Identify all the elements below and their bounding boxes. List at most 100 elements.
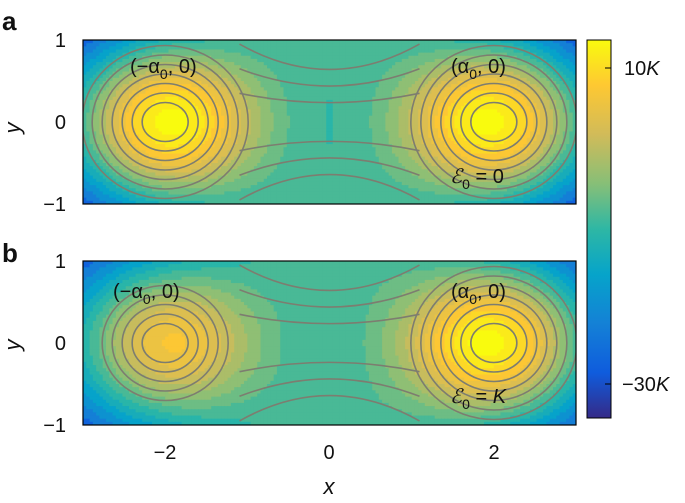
contour-cell bbox=[263, 46, 268, 51]
contour-cell bbox=[447, 62, 452, 66]
contour-cell bbox=[493, 122, 498, 126]
contour-cell bbox=[434, 74, 439, 79]
contour-cell bbox=[178, 125, 183, 129]
contour-cell bbox=[224, 87, 229, 92]
contour-cell bbox=[490, 118, 495, 123]
contour-cell bbox=[112, 62, 117, 66]
contour-cell bbox=[549, 131, 554, 136]
contour-cell bbox=[355, 96, 360, 101]
contour-cell bbox=[424, 68, 429, 73]
contour-cell bbox=[326, 125, 331, 129]
contour-cell bbox=[477, 77, 482, 82]
contour-cell bbox=[99, 140, 104, 145]
contour-cell bbox=[566, 109, 571, 114]
contour-cell bbox=[349, 118, 354, 123]
contour-cell bbox=[165, 134, 170, 139]
contour-cell bbox=[382, 128, 386, 133]
contour-cell bbox=[115, 55, 120, 60]
contour-cell bbox=[520, 122, 525, 126]
contour-cell bbox=[562, 96, 567, 101]
contour-cell bbox=[145, 125, 150, 129]
contour-cell bbox=[388, 109, 393, 114]
contour-cell bbox=[477, 118, 482, 123]
contour-cell bbox=[194, 71, 199, 76]
contour-cell bbox=[391, 103, 396, 107]
contour-cell bbox=[273, 43, 278, 47]
contour-cell bbox=[322, 93, 327, 98]
contour-cell bbox=[434, 49, 439, 54]
contour-cell bbox=[253, 58, 258, 63]
contour-cell bbox=[480, 77, 485, 82]
contour-cell bbox=[168, 49, 173, 54]
contour-cell bbox=[129, 93, 133, 98]
contour-cell bbox=[503, 46, 508, 51]
contour-cell bbox=[562, 74, 567, 79]
contour-cell bbox=[224, 43, 229, 47]
contour-cell bbox=[181, 58, 186, 63]
contour-cell bbox=[237, 43, 242, 47]
contour-cell bbox=[276, 106, 281, 110]
contour-cell bbox=[516, 65, 521, 69]
contour-cell bbox=[424, 106, 429, 110]
contour-cell bbox=[102, 81, 107, 85]
contour-cell bbox=[477, 40, 482, 44]
contour-cell bbox=[319, 96, 324, 101]
contour-cell bbox=[168, 122, 173, 126]
contour-cell bbox=[165, 144, 170, 148]
contour-cell bbox=[447, 58, 452, 63]
contour-cell bbox=[352, 68, 357, 73]
contour-cell bbox=[474, 128, 478, 133]
contour-cell bbox=[138, 90, 143, 95]
contour-cell bbox=[362, 65, 367, 69]
contour-cell bbox=[533, 46, 538, 51]
contour-cell bbox=[474, 137, 478, 142]
contour-cell bbox=[474, 68, 478, 73]
contour-cell bbox=[405, 62, 409, 66]
contour-cell bbox=[99, 99, 104, 104]
contour-cell bbox=[470, 58, 475, 63]
contour-cell bbox=[536, 103, 541, 107]
contour-cell bbox=[454, 128, 459, 133]
contour-cell bbox=[306, 109, 311, 114]
contour-cell bbox=[250, 74, 255, 79]
contour-cell bbox=[237, 77, 242, 82]
contour-cell bbox=[533, 137, 538, 142]
contour-cell bbox=[293, 103, 298, 107]
contour-cell bbox=[421, 74, 426, 79]
contour-cell bbox=[395, 46, 400, 51]
contour-cell bbox=[375, 62, 380, 66]
contour-cell bbox=[483, 77, 488, 82]
contour-cell bbox=[365, 46, 370, 51]
contour-cell bbox=[296, 87, 301, 92]
contour-cell bbox=[194, 131, 199, 136]
contour-cell bbox=[513, 81, 518, 85]
contour-cell bbox=[171, 62, 176, 66]
contour-cell bbox=[414, 52, 419, 57]
contour-cell bbox=[168, 99, 173, 104]
contour-cell bbox=[572, 87, 576, 92]
contour-cell bbox=[83, 96, 87, 101]
contour-cell bbox=[559, 109, 564, 114]
contour-cell bbox=[273, 62, 278, 66]
contour-cell bbox=[549, 112, 554, 117]
contour-cell bbox=[240, 58, 245, 63]
contour-cell bbox=[437, 49, 442, 54]
contour-cell bbox=[122, 93, 127, 98]
contour-cell bbox=[503, 81, 508, 85]
contour-cell bbox=[355, 118, 360, 123]
contour-cell bbox=[395, 81, 400, 85]
contour-cell bbox=[385, 90, 390, 95]
contour-cell bbox=[368, 46, 373, 51]
contour-cell bbox=[319, 40, 324, 44]
contour-cell bbox=[290, 118, 294, 123]
contour-cell bbox=[234, 125, 239, 129]
contour-cell bbox=[158, 46, 163, 51]
contour-cell bbox=[382, 140, 386, 145]
contour-cell bbox=[115, 87, 120, 92]
contour-cell bbox=[447, 131, 452, 136]
contour-cell bbox=[490, 115, 495, 120]
contour-cell bbox=[490, 68, 495, 73]
contour-cell bbox=[283, 99, 288, 104]
contour-cell bbox=[125, 125, 130, 129]
contour-cell bbox=[437, 77, 442, 82]
